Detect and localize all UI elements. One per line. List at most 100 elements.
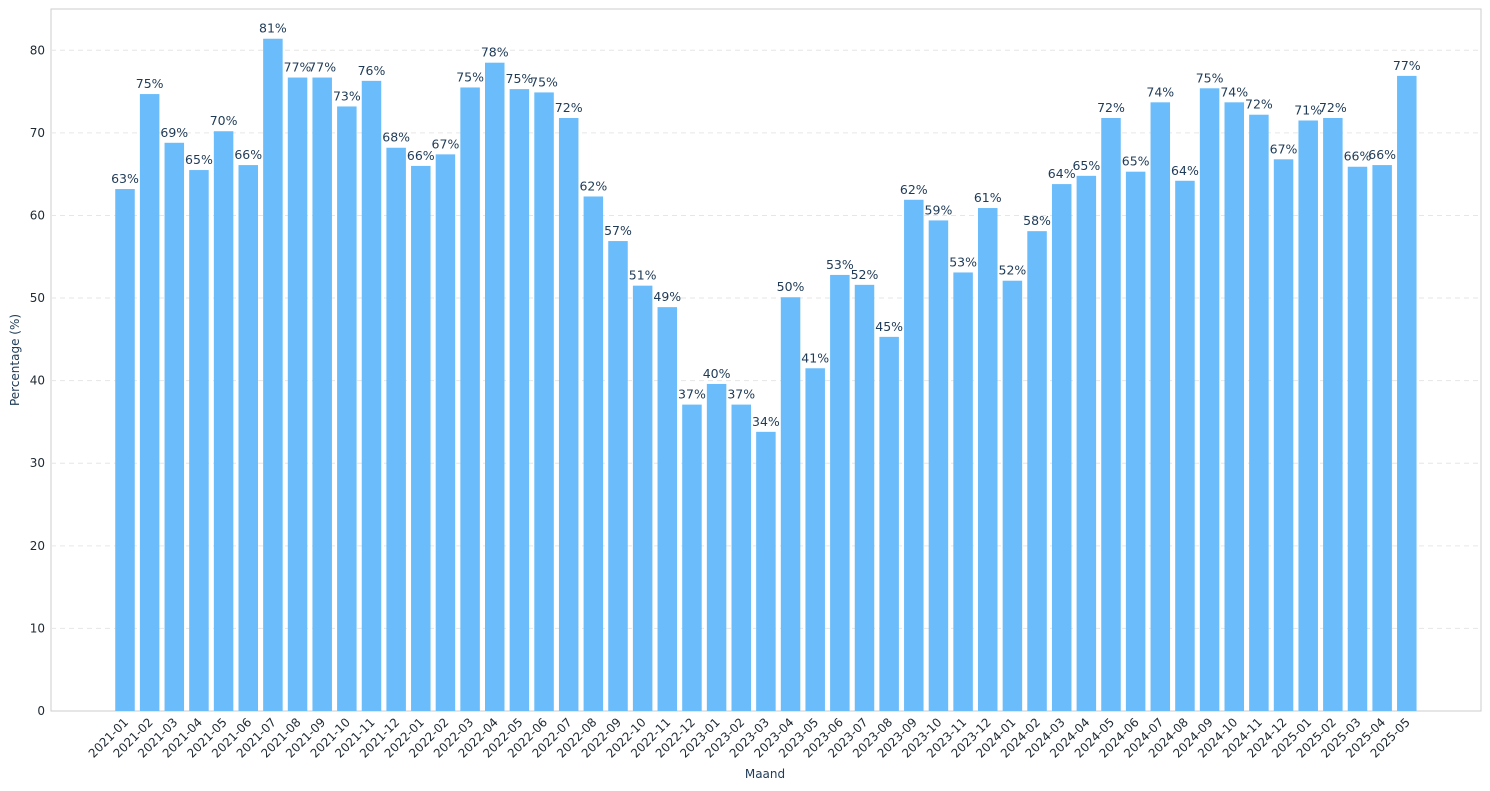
bar-value-label: 61% — [974, 190, 1002, 205]
bar-value-label: 78% — [481, 45, 509, 60]
bar — [337, 106, 357, 712]
bar — [139, 94, 160, 712]
bars — [115, 38, 1417, 712]
bar — [682, 404, 702, 711]
y-axis-ticks: 0 10 20 30 40 50 60 70 80 — [30, 43, 45, 718]
bar-value-label: 63% — [111, 171, 139, 186]
bar-value-label: 37% — [727, 387, 755, 402]
bar-value-label: 66% — [1368, 147, 1396, 162]
bar — [312, 77, 332, 712]
bar-value-label: 75% — [456, 69, 484, 84]
bar — [756, 431, 776, 711]
bar — [1298, 120, 1318, 711]
bar — [953, 272, 973, 711]
y-tick-label: 50 — [30, 291, 45, 305]
bar-value-label: 69% — [160, 125, 188, 140]
bar — [1101, 118, 1121, 711]
bar-value-label: 62% — [900, 182, 928, 197]
bar-value-label: 77% — [284, 60, 312, 75]
bar-value-label: 58% — [1023, 213, 1051, 228]
bar-value-label: 66% — [1344, 149, 1372, 164]
bar — [1397, 75, 1417, 711]
bar-value-label: 73% — [333, 88, 361, 103]
bar — [213, 131, 234, 711]
y-tick-label: 10 — [30, 621, 45, 635]
bar-value-label: 40% — [703, 366, 731, 381]
bar — [1224, 102, 1244, 711]
bar-value-label: 72% — [1319, 100, 1347, 115]
bar-value-label: 74% — [1146, 84, 1174, 99]
bar-value-label: 72% — [1245, 97, 1273, 112]
bar — [1347, 166, 1368, 711]
bar — [1002, 280, 1023, 711]
bar — [287, 77, 308, 712]
bar — [879, 336, 899, 711]
bar — [583, 196, 604, 712]
bar — [731, 404, 751, 711]
bar-value-label: 68% — [382, 130, 410, 145]
x-axis-ticks: 2021-012021-022021-032021-042021-052021-… — [86, 715, 1413, 760]
bar-value-label: 52% — [999, 263, 1027, 278]
bar-value-label: 51% — [629, 268, 657, 283]
bar — [904, 199, 924, 712]
bar — [361, 80, 382, 712]
bar — [1027, 231, 1047, 711]
y-tick-label: 20 — [30, 539, 45, 553]
bar — [657, 307, 678, 711]
bar — [608, 241, 628, 711]
bar-value-label: 75% — [1196, 70, 1224, 85]
bar — [558, 118, 579, 711]
bar — [978, 208, 998, 711]
bar — [115, 189, 135, 711]
bar — [1125, 171, 1146, 711]
bar-value-label: 72% — [555, 100, 583, 115]
y-tick-label: 30 — [30, 456, 45, 470]
bar — [509, 89, 530, 711]
bar-value-label: 67% — [432, 136, 460, 151]
y-axis-title: Percentage (%) — [8, 314, 22, 406]
bar-value-label: 75% — [506, 71, 534, 86]
bar-value-label: 77% — [1393, 58, 1421, 73]
bar-value-label: 37% — [678, 387, 706, 402]
bar-value-label: 66% — [234, 147, 262, 162]
x-axis-title: Maand — [745, 767, 785, 781]
bar-value-label: 67% — [1270, 141, 1298, 156]
bar — [928, 220, 949, 711]
bar — [460, 87, 480, 712]
bar — [164, 142, 185, 711]
y-tick-label: 80 — [30, 43, 45, 57]
bar — [1175, 180, 1195, 712]
bar — [534, 92, 554, 711]
bar — [632, 285, 653, 711]
bar — [238, 165, 258, 711]
bar-value-label: 50% — [777, 279, 805, 294]
bar-value-label: 34% — [752, 414, 780, 429]
bar-value-label: 64% — [1171, 163, 1199, 178]
y-tick-label: 0 — [37, 704, 45, 718]
bar-value-label: 41% — [801, 350, 829, 365]
bar — [485, 62, 505, 711]
bar — [411, 165, 431, 711]
bar — [805, 368, 825, 711]
bar-value-label: 57% — [604, 223, 632, 238]
bar-value-label: 64% — [1048, 166, 1076, 181]
bar-value-label: 45% — [875, 319, 903, 334]
bar — [1051, 184, 1072, 712]
bar — [1150, 102, 1171, 711]
bar-value-label: 76% — [358, 63, 386, 78]
bar — [1273, 159, 1294, 711]
bar-value-label: 52% — [851, 267, 879, 282]
bar — [386, 147, 406, 711]
bar-value-label: 59% — [925, 202, 953, 217]
bar-value-label: 65% — [1072, 158, 1100, 173]
bar-value-label: 75% — [530, 74, 558, 89]
bar-value-label: 77% — [308, 60, 336, 75]
bar — [189, 170, 209, 711]
bar — [1249, 114, 1269, 711]
bar-value-label: 81% — [259, 21, 287, 36]
bar — [830, 274, 850, 711]
y-tick-label: 70 — [30, 126, 45, 140]
bar — [435, 154, 456, 712]
bar-value-label: 53% — [826, 257, 854, 272]
